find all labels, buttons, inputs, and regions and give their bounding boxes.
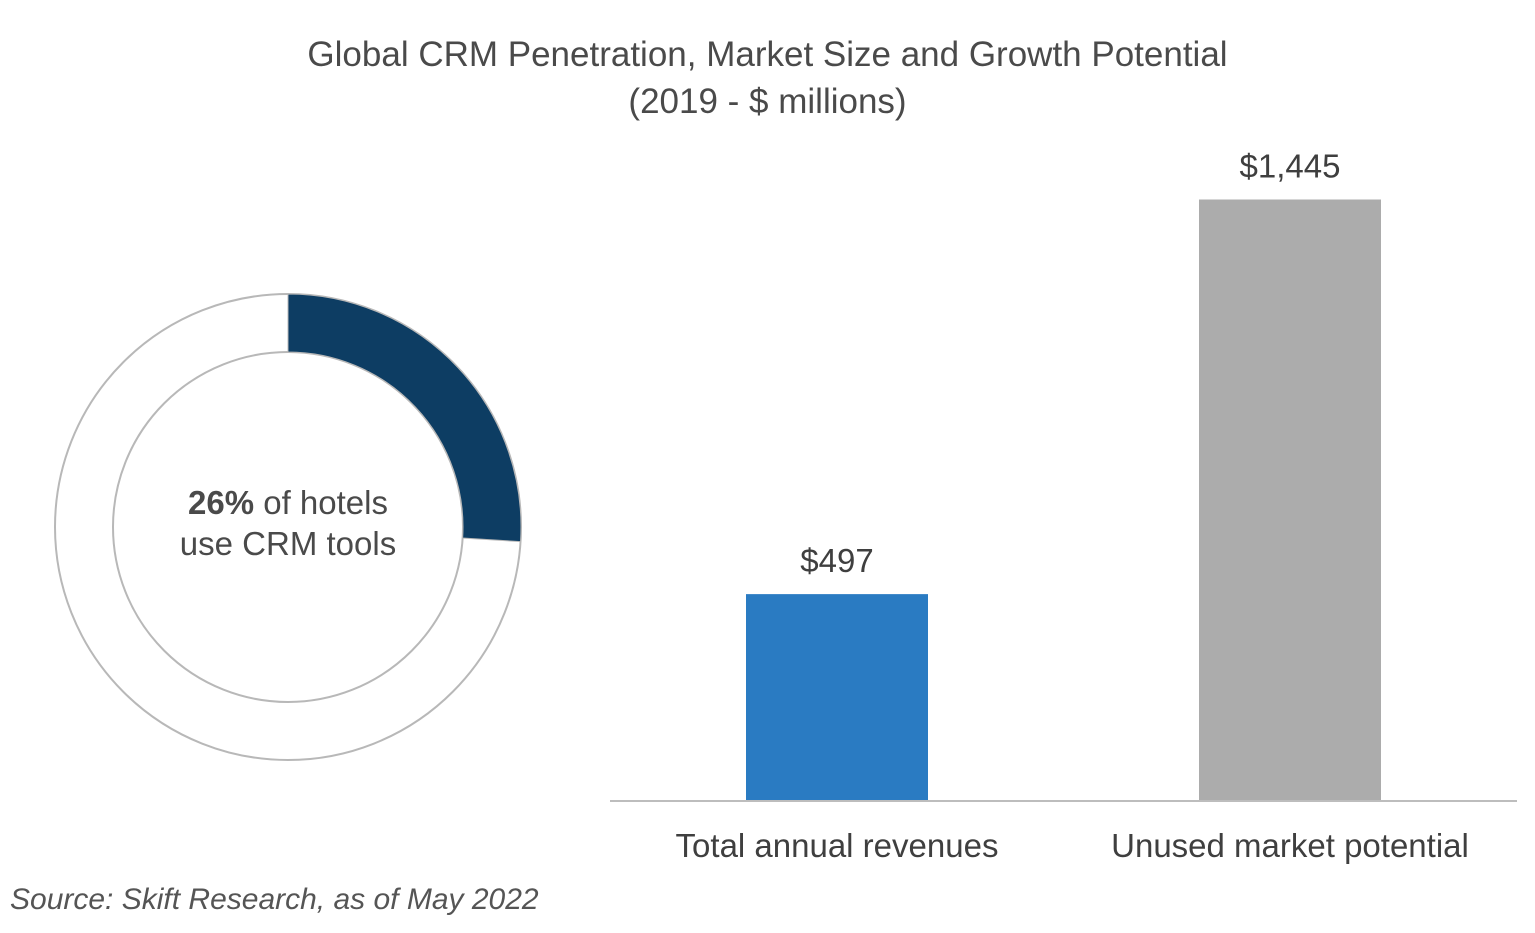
bar-value-label: $497 <box>800 542 873 579</box>
bar-total-annual-revenues <box>746 594 928 801</box>
x-tick-label: Unused market potential <box>1111 827 1469 864</box>
donut-center-percent: 26% <box>188 484 254 521</box>
source-note: Source: Skift Research, as of May 2022 <box>10 883 539 916</box>
donut-chart: 26% of hotels use CRM tools <box>54 293 522 761</box>
donut-slice-crm-users <box>287 293 522 543</box>
bar-chart: $497 Total annual revenues $1,445 Unused ma… <box>610 148 1517 864</box>
donut-center-label-line1: 26% of hotels <box>188 484 388 521</box>
donut-center-label-line2: use CRM tools <box>180 525 396 562</box>
chart-subtitle: (2019 - $ millions) <box>628 82 907 121</box>
donut-center-label-rest: of hotels <box>254 484 388 521</box>
x-tick-label: Total annual revenues <box>676 827 999 864</box>
bar-value-label: $1,445 <box>1240 148 1341 185</box>
chart-title: Global CRM Penetration, Market Size and … <box>307 35 1228 74</box>
bar-unused-market-potential <box>1199 199 1381 802</box>
